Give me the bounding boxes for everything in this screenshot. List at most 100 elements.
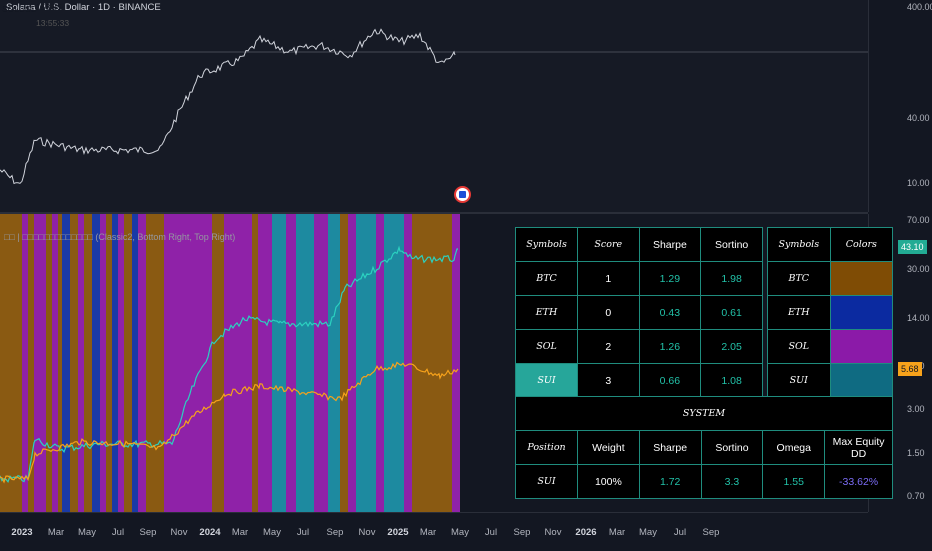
time-axis-label: Nov bbox=[170, 527, 188, 538]
header-cell: Sharpe bbox=[638, 227, 702, 262]
symbol-label: SOLUSD bbox=[2, 4, 37, 14]
price-axis-top[interactable]: 400.00 40.00 10.00 bbox=[868, 0, 932, 212]
sortino-cell: 1.98 bbox=[700, 261, 763, 296]
table-header-row: Position Weight Sharpe Sortino Omega Max… bbox=[515, 430, 893, 465]
color-swatch bbox=[829, 261, 894, 296]
regime-band bbox=[224, 214, 252, 512]
price-tick: 30.00 bbox=[907, 264, 930, 274]
system-table: SYSTEM Position Weight Sharpe Sortino Om… bbox=[515, 396, 893, 499]
regime-band bbox=[286, 214, 296, 512]
regime-band bbox=[314, 214, 328, 512]
color-swatch bbox=[829, 363, 894, 398]
color-legend-table: Symbols Colors BTC ETH SOL SUI bbox=[767, 227, 894, 398]
regime-band bbox=[212, 214, 224, 512]
pane-separator[interactable] bbox=[0, 212, 868, 214]
symbol-cell: SOL bbox=[514, 329, 579, 364]
header-cell: Sharpe bbox=[638, 430, 702, 465]
regime-band bbox=[296, 214, 314, 512]
chart-title: Solana / U.S. Dollar · 1D · BINANCE bbox=[6, 2, 161, 13]
table-row: SUI bbox=[767, 363, 894, 398]
time-axis-label: Jul bbox=[484, 527, 498, 538]
regime-band bbox=[62, 214, 70, 512]
bar-countdown: 13:55:33 bbox=[36, 18, 70, 28]
table-row: ETH 0 0.43 0.61 bbox=[514, 295, 763, 330]
time-axis-label: Nov bbox=[358, 527, 376, 538]
regime-band bbox=[112, 214, 118, 512]
price-chart-pane[interactable]: Solana / U.S. Dollar · 1D · BINANCE bbox=[0, 0, 868, 212]
symbol-cell: ETH bbox=[514, 295, 579, 330]
time-axis-label: Sep bbox=[702, 527, 720, 538]
regime-band bbox=[356, 214, 376, 512]
table-row: ETH bbox=[767, 295, 894, 330]
indicator-chart bbox=[0, 214, 460, 512]
regime-band bbox=[252, 214, 258, 512]
time-axis[interactable]: 2023 Mar May Jul Sep Nov 2024 Mar May Jul Sep Nov 20… bbox=[0, 512, 868, 551]
time-axis-label: May bbox=[263, 527, 281, 538]
time-axis-label: 2024 bbox=[199, 527, 221, 538]
time-axis-label: May bbox=[78, 527, 96, 538]
time-axis-label: Jul bbox=[296, 527, 310, 538]
table-header-row: Symbols Colors bbox=[767, 227, 894, 262]
color-swatch bbox=[829, 295, 894, 330]
regime-band bbox=[106, 214, 112, 512]
regime-band bbox=[22, 214, 28, 512]
system-title: SYSTEM bbox=[515, 396, 893, 431]
time-axis-label: 2023 bbox=[11, 527, 33, 538]
benchmark-value-tag: 5.68 bbox=[898, 362, 922, 376]
symbol-cell: SOL bbox=[767, 329, 831, 364]
equity-value-tag: 43.10 bbox=[898, 240, 927, 254]
regime-band bbox=[146, 214, 164, 512]
regime-band bbox=[452, 214, 460, 512]
regime-band bbox=[100, 214, 106, 512]
regime-band bbox=[28, 214, 34, 512]
score-cell: 2 bbox=[577, 329, 640, 364]
regime-band bbox=[58, 214, 62, 512]
regime-band bbox=[78, 214, 84, 512]
regime-band bbox=[258, 214, 272, 512]
time-axis-label: Jul bbox=[111, 527, 125, 538]
position-cell: SUI bbox=[515, 464, 578, 499]
table-header-row: Symbols Score Sharpe Sortino bbox=[514, 227, 763, 262]
table-row: BTC 1 1.29 1.98 bbox=[514, 261, 763, 296]
sortino-cell: 1.08 bbox=[700, 363, 763, 398]
header-cell: Sortino bbox=[700, 227, 763, 262]
sharpe-cell: 0.66 bbox=[638, 363, 702, 398]
symbol-cell: ETH bbox=[767, 295, 831, 330]
price-tick: 0.70 bbox=[907, 491, 925, 501]
sortino-cell: 3.3 bbox=[700, 464, 764, 499]
time-axis-label: Sep bbox=[513, 527, 531, 538]
regime-band bbox=[52, 214, 58, 512]
price-line-chart bbox=[0, 28, 868, 185]
regime-band bbox=[164, 214, 212, 512]
benchmark-curve-line bbox=[0, 361, 459, 484]
event-calendar-icon[interactable] bbox=[454, 186, 471, 203]
regime-band bbox=[132, 214, 138, 512]
current-price-value: 153.85 bbox=[36, 2, 62, 12]
price-series-line bbox=[0, 28, 456, 185]
table-row: SOL 2 1.26 2.05 bbox=[514, 329, 763, 364]
sharpe-cell: 1.29 bbox=[638, 261, 702, 296]
time-axis-label: Mar bbox=[231, 527, 249, 538]
time-axis-label: Nov bbox=[544, 527, 562, 538]
symbol-cell: SUI bbox=[767, 363, 831, 398]
header-cell: Colors bbox=[829, 227, 894, 262]
time-axis-label: 2025 bbox=[387, 527, 409, 538]
time-axis-label: Jul bbox=[673, 527, 687, 538]
regime-band bbox=[340, 214, 348, 512]
max-dd-cell: -33.62% bbox=[824, 464, 893, 499]
sharpe-cell: 0.43 bbox=[638, 295, 702, 330]
time-axis-label: 2026 bbox=[575, 527, 597, 538]
weight-cell: 100% bbox=[577, 464, 640, 499]
header-cell: Position bbox=[515, 430, 578, 465]
color-swatch bbox=[829, 329, 894, 364]
time-axis-label: Mar bbox=[419, 527, 437, 538]
sharpe-cell: 1.26 bbox=[638, 329, 702, 364]
indicator-title[interactable]: □□ | □□□□□□□□□□□□□ (Classic2, Bottom Rig… bbox=[4, 232, 236, 242]
sharpe-cell: 1.72 bbox=[638, 464, 702, 499]
symbol-cell-selected: SUI bbox=[514, 363, 579, 398]
omega-cell: 1.55 bbox=[762, 464, 826, 499]
price-tick: 70.00 bbox=[907, 215, 930, 225]
header-cell: Weight bbox=[577, 430, 640, 465]
regime-band bbox=[404, 214, 412, 512]
regime-band bbox=[272, 214, 286, 512]
